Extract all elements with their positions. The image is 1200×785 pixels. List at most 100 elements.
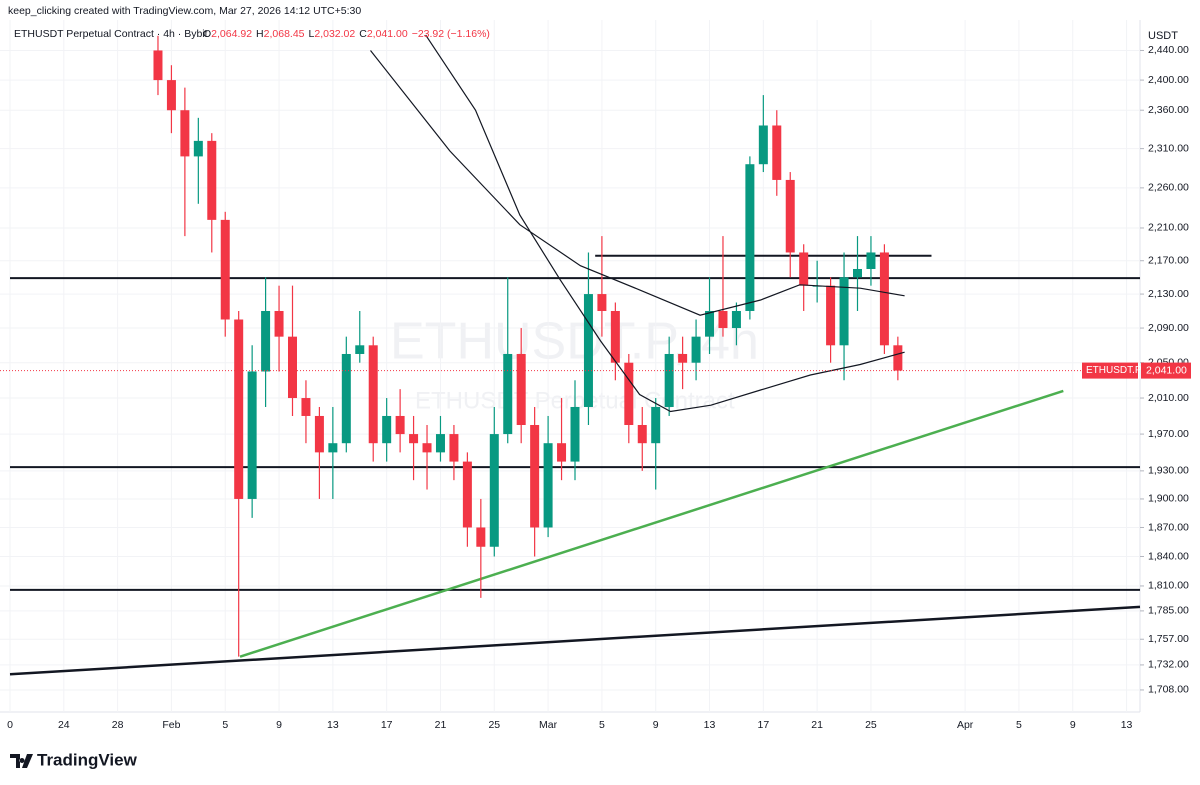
quote-part: H — [256, 28, 264, 40]
x-tick-label: 21 — [435, 719, 447, 731]
candle-body — [664, 353, 674, 407]
candle-body — [301, 398, 311, 416]
candle-body — [355, 345, 365, 354]
last-price-name: ETHUSDT.P — [1086, 365, 1142, 376]
y-tick-label: 1,732.00 — [1148, 659, 1189, 671]
x-tick-label: 21 — [811, 719, 823, 731]
x-tick-label: 9 — [276, 719, 282, 731]
symbol: ETHUSDT Perpetual Contract · 4h · Bybit — [14, 28, 208, 40]
quote-part: 2,068.45 — [264, 28, 305, 40]
candle-body — [382, 415, 392, 444]
candle-body — [866, 252, 876, 269]
candle-body — [193, 140, 203, 157]
last-price-box — [1141, 362, 1191, 379]
x-tick-label: 5 — [1016, 719, 1022, 731]
y-tick-label: 1,870.00 — [1148, 521, 1189, 533]
y-tick-label: 1,785.00 — [1148, 605, 1189, 617]
quote-part: O — [203, 28, 211, 40]
moving-average — [370, 50, 905, 316]
x-tick-label: 17 — [757, 719, 769, 731]
candle-body — [435, 434, 445, 453]
quote-part: C — [359, 28, 367, 40]
candle-body — [826, 285, 836, 346]
x-tick-label: 13 — [327, 719, 339, 731]
y-tick-label: 1,708.00 — [1148, 684, 1189, 696]
candle-body — [341, 353, 351, 444]
candle-body — [879, 252, 889, 346]
candle-body — [395, 415, 405, 435]
quote-part: −23.92 (−1.16%) — [412, 28, 490, 40]
candle-body — [489, 434, 499, 547]
candle-body — [893, 345, 903, 371]
y-tick-label: 2,130.00 — [1148, 288, 1189, 300]
candle-body — [207, 140, 217, 220]
candle-body — [637, 424, 647, 444]
candle-body — [718, 310, 728, 329]
quote-part: 2,041.00 — [367, 28, 408, 40]
candle-body — [449, 434, 459, 462]
x-tick-label: 25 — [488, 719, 500, 731]
candle-body — [503, 353, 513, 435]
candle-body — [462, 461, 472, 528]
candle-body — [557, 443, 567, 462]
quote-part: L — [309, 28, 315, 40]
x-tick-label: 17 — [381, 719, 393, 731]
candle-body — [247, 371, 257, 499]
y-tick-label: 2,210.00 — [1148, 222, 1189, 234]
y-tick-label: 2,170.00 — [1148, 254, 1189, 266]
y-tick-label: 1,840.00 — [1148, 550, 1189, 562]
candle-body — [288, 336, 297, 399]
y-tick-label: 1,810.00 — [1148, 580, 1189, 592]
candle-body — [234, 319, 244, 499]
x-tick-label: 25 — [865, 719, 877, 731]
currency: USDT — [1148, 30, 1178, 42]
candle-body — [745, 164, 755, 311]
candle-body — [624, 362, 634, 425]
last-price-label: 2,041.00 — [1146, 364, 1187, 376]
x-tick-label: 24 — [58, 719, 70, 731]
x-tick-label: Feb — [162, 719, 180, 731]
trend-line — [239, 389, 1064, 658]
candle-body — [409, 434, 419, 444]
credit: keep_clicking created with TradingView.c… — [8, 5, 361, 17]
candle-body — [853, 268, 862, 278]
x-tick-label: 9 — [1070, 719, 1076, 731]
candle-body — [678, 353, 688, 363]
y-tick-label: 1,900.00 — [1148, 493, 1189, 505]
candle-body — [274, 310, 284, 337]
candle-body — [166, 80, 176, 111]
x-tick-label: 5 — [222, 719, 228, 731]
logo-mark — [10, 754, 33, 768]
last-price-name-box — [1082, 362, 1138, 379]
x-tick-label: Mar — [539, 719, 558, 731]
candle-body — [610, 310, 620, 363]
candle-body — [220, 219, 230, 320]
candle-body — [153, 50, 163, 81]
x-tick-label: 0 — [7, 719, 13, 731]
currency-box — [1142, 24, 1196, 46]
y-tick-label: 2,310.00 — [1148, 142, 1189, 154]
x-tick-label: 28 — [112, 719, 124, 731]
candle-body — [799, 252, 809, 286]
y-tick-label: 1,757.00 — [1148, 633, 1189, 645]
moving-average — [425, 34, 905, 413]
y-tick-label: 2,090.00 — [1148, 322, 1189, 334]
y-tick-label: 2,360.00 — [1148, 104, 1189, 116]
plot — [0, 20, 1141, 712]
candle-body — [839, 277, 849, 346]
candle-body — [476, 527, 486, 547]
x-tick-label: 13 — [1121, 719, 1133, 731]
candle-body — [368, 345, 378, 444]
x-tick-label: 13 — [704, 719, 716, 731]
candle-body — [731, 310, 741, 329]
candle-body — [543, 443, 553, 528]
x-tick-label: 5 — [599, 719, 605, 731]
candle-body — [516, 353, 526, 425]
logo: TradingView — [10, 750, 138, 769]
y-tick-label: 2,260.00 — [1148, 182, 1189, 194]
y-tick-label: 1,930.00 — [1148, 465, 1189, 477]
candle-body — [772, 125, 782, 180]
candle-body — [261, 310, 271, 372]
